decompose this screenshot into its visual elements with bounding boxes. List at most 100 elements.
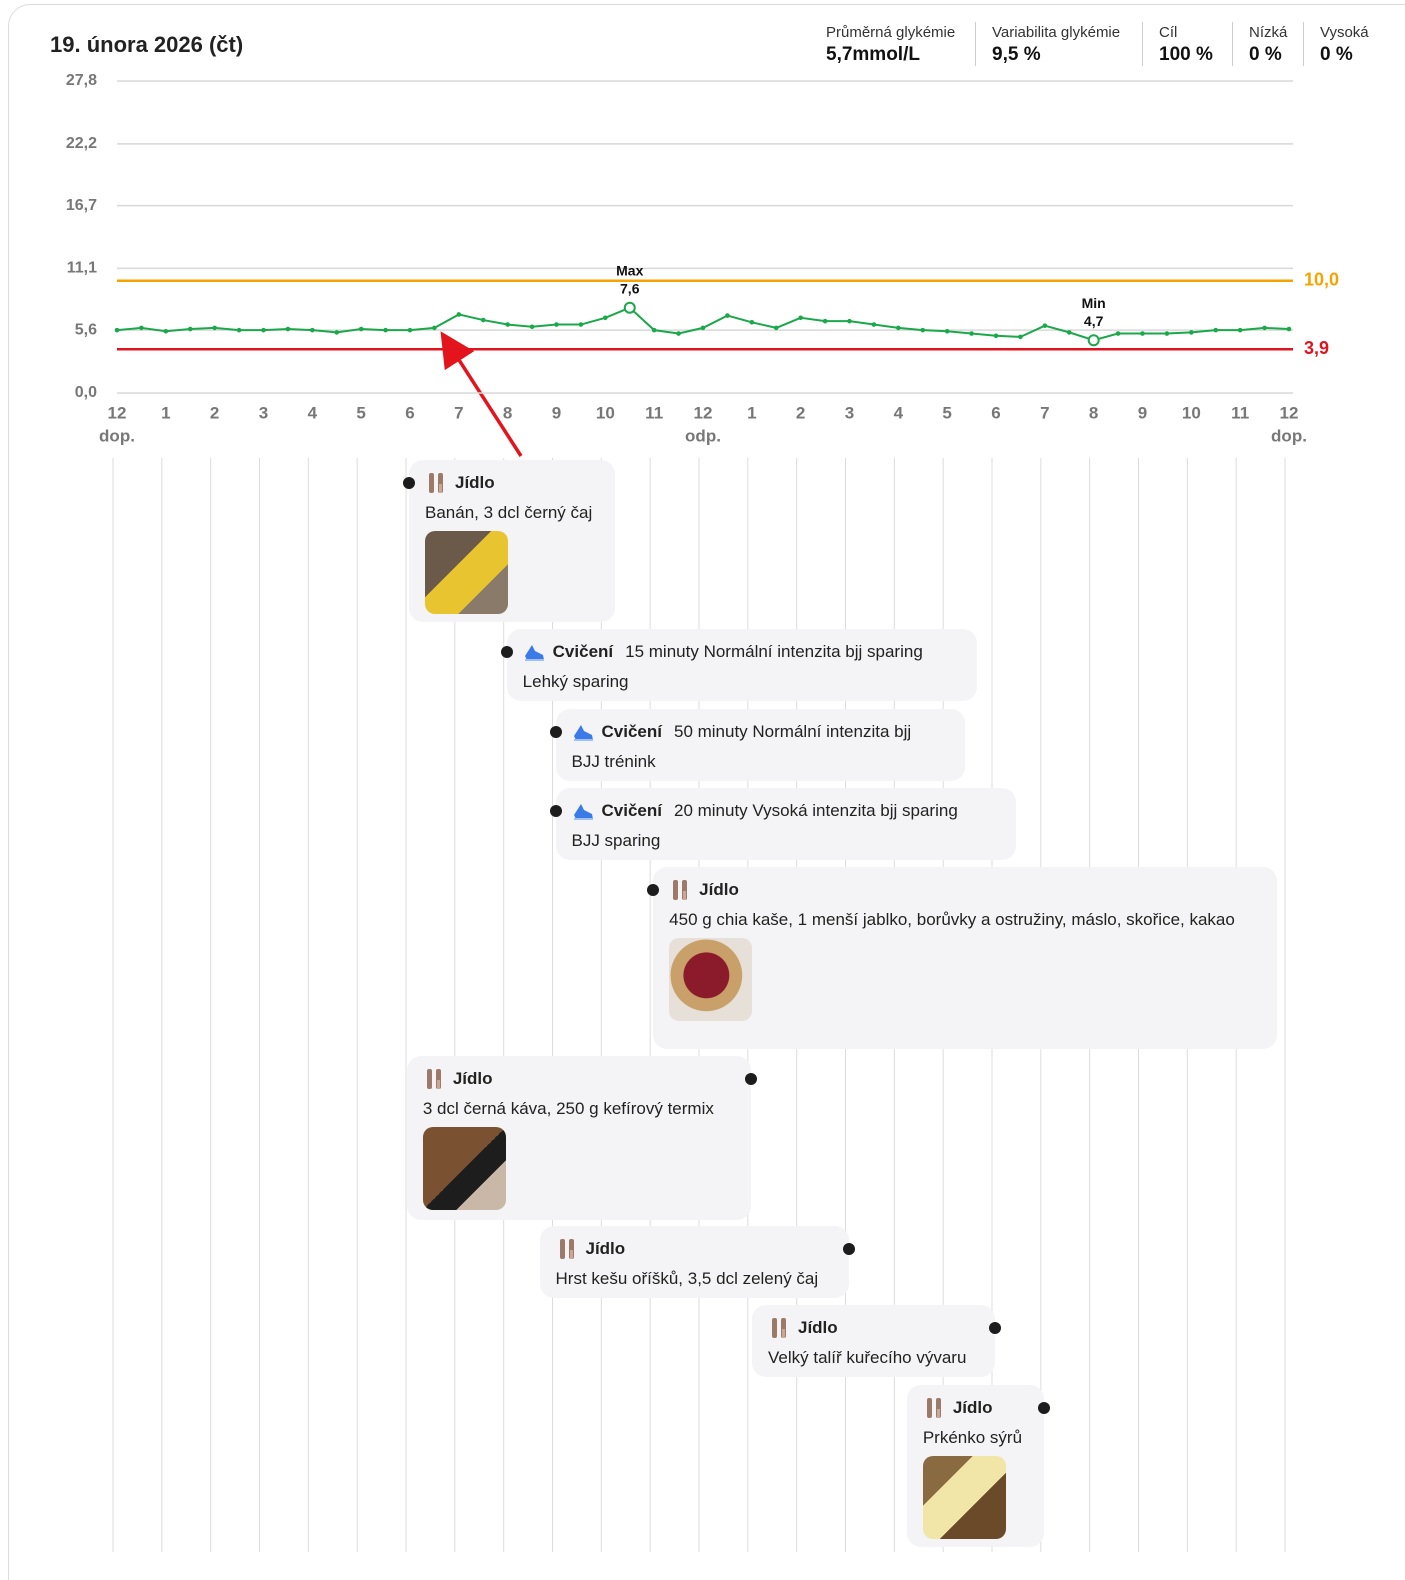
- stat-label: Průměrná glykémie: [826, 24, 956, 41]
- x-tick-label: 12: [694, 403, 713, 422]
- x-tick-label: 5: [356, 403, 365, 422]
- exercise-icon: [524, 645, 544, 661]
- x-tick-label: 2: [210, 403, 219, 422]
- x-tick-label: 10: [596, 403, 615, 422]
- event-dot: [549, 726, 562, 738]
- meal-icon: [426, 1069, 441, 1089]
- x-tick-label: 6: [405, 403, 414, 422]
- event-dot: [549, 805, 562, 817]
- glucose-point: [456, 312, 462, 317]
- event-note: 450 g chia kaše, 1 menší jablko, borůvky…: [669, 910, 1235, 929]
- event-note: Hrst kešu oříšků, 3,5 dcl zelený čaj: [555, 1269, 819, 1288]
- glucose-point: [505, 322, 510, 327]
- exercise-icon: [573, 804, 593, 820]
- meal-icon: [926, 1398, 941, 1418]
- stat-separator: [1142, 22, 1143, 66]
- stat-separator: [1232, 22, 1233, 66]
- glucose-point: [432, 325, 437, 331]
- x-period-label: dop.: [1271, 426, 1307, 445]
- stat-label: Vysoká: [1320, 24, 1369, 41]
- glucose-point: [871, 322, 877, 327]
- event-card: Jídlo 450 g chia kaše, 1 menší jablko, bo…: [653, 867, 1278, 1049]
- glucose-point: [407, 327, 413, 333]
- stat: Cíl 100 %: [1159, 24, 1213, 66]
- event-dot: [842, 1243, 855, 1255]
- glucose-point: [480, 317, 486, 323]
- x-tick-label: 7: [454, 403, 463, 422]
- event-photo: [669, 938, 753, 1021]
- event-note: Banán, 3 dcl černý čaj: [425, 503, 593, 522]
- annotation-label: Max: [616, 262, 643, 278]
- event-type: Cvičení: [601, 801, 662, 820]
- event-note: BJJ trénink: [571, 752, 656, 771]
- glucose-point: [969, 331, 974, 336]
- event-card: Cvičení 50 minuty Normální intenzita bjj B…: [555, 709, 965, 781]
- event-type: Cvičení: [601, 722, 662, 741]
- glucose-point: [896, 325, 901, 331]
- glucose-point: [1042, 323, 1048, 328]
- x-tick-label: 9: [552, 403, 561, 422]
- event-header: Jídlo: [923, 1397, 1028, 1419]
- glucose-point: [944, 328, 950, 334]
- event-note: Velký talíř kuřecího vývaru: [768, 1348, 967, 1367]
- y-tick-label: 0,0: [75, 384, 97, 401]
- x-tick-label: 1: [161, 403, 170, 422]
- event-note: Lehký sparing: [522, 672, 629, 691]
- event-photo: [922, 1456, 1006, 1539]
- glucose-point: [554, 322, 559, 327]
- glucose-point: [163, 328, 169, 334]
- x-tick-label: 10: [1182, 403, 1201, 422]
- x-tick-label: 12: [108, 403, 127, 422]
- event-dot: [647, 884, 660, 896]
- glucose-point: [725, 313, 730, 318]
- event-note: 3 dcl černá káva, 250 g kefírový termix: [422, 1099, 714, 1118]
- glucose-point: [993, 333, 999, 339]
- glucose-point: [187, 326, 193, 332]
- glucose-point: [1213, 327, 1219, 333]
- event-card: Cvičení 20 minuty Vysoká intenzita bjj sp…: [555, 788, 1016, 860]
- glucose-point: [578, 322, 584, 327]
- event-card: Jídlo Velký talíř kuřecího vývaru: [752, 1305, 995, 1377]
- annotation-label: Min: [1082, 295, 1106, 311]
- glucose-point: [383, 327, 388, 333]
- glucose-point: [1286, 326, 1292, 332]
- event-dot: [989, 1322, 1001, 1334]
- threshold-label: 3,9: [1304, 338, 1329, 358]
- event-header: Cvičení 15 minuty Normální intenzita bjj …: [523, 641, 961, 663]
- event-note: BJJ sparing: [571, 831, 661, 850]
- annotation-value: 7,6: [620, 280, 640, 296]
- glucose-point: [1189, 330, 1194, 335]
- glucose-point: [529, 324, 535, 330]
- event-dot: [1037, 1402, 1050, 1414]
- event-type: Jídlo: [452, 1069, 493, 1088]
- stat: Vysoká 0 %: [1320, 24, 1369, 66]
- event-type: Cvičení: [552, 642, 614, 661]
- x-tick-label: 6: [991, 403, 1000, 422]
- stat-separator: [1303, 22, 1304, 66]
- glucose-point: [676, 331, 681, 336]
- x-tick-label: 8: [503, 403, 512, 422]
- glucose-point: [1140, 331, 1145, 336]
- glucose-point: [773, 325, 779, 331]
- x-period-label: odp.: [685, 426, 721, 445]
- event-type: Jídlo: [952, 1398, 993, 1417]
- glucose-point: [236, 327, 242, 333]
- y-tick-label: 11,1: [67, 260, 97, 277]
- glucose-point: [212, 325, 217, 331]
- glucose-point: [603, 315, 608, 321]
- glucose-point: [749, 319, 755, 325]
- x-tick-label: 7: [1040, 403, 1049, 422]
- event-dot: [403, 477, 415, 489]
- x-tick-label: 4: [894, 403, 904, 422]
- y-tick-label: 27,8: [66, 72, 97, 89]
- meal-icon: [429, 473, 443, 493]
- event-type: Jídlo: [585, 1239, 626, 1258]
- x-tick-label: 5: [942, 403, 951, 422]
- y-tick-label: 22,2: [66, 135, 97, 152]
- x-tick-label: 3: [845, 403, 854, 422]
- glucose-point: [920, 327, 926, 333]
- x-tick-label: 2: [796, 403, 805, 422]
- glucose-point: [651, 327, 657, 333]
- event-type: Jídlo: [699, 880, 739, 899]
- glucose-point: [700, 325, 706, 331]
